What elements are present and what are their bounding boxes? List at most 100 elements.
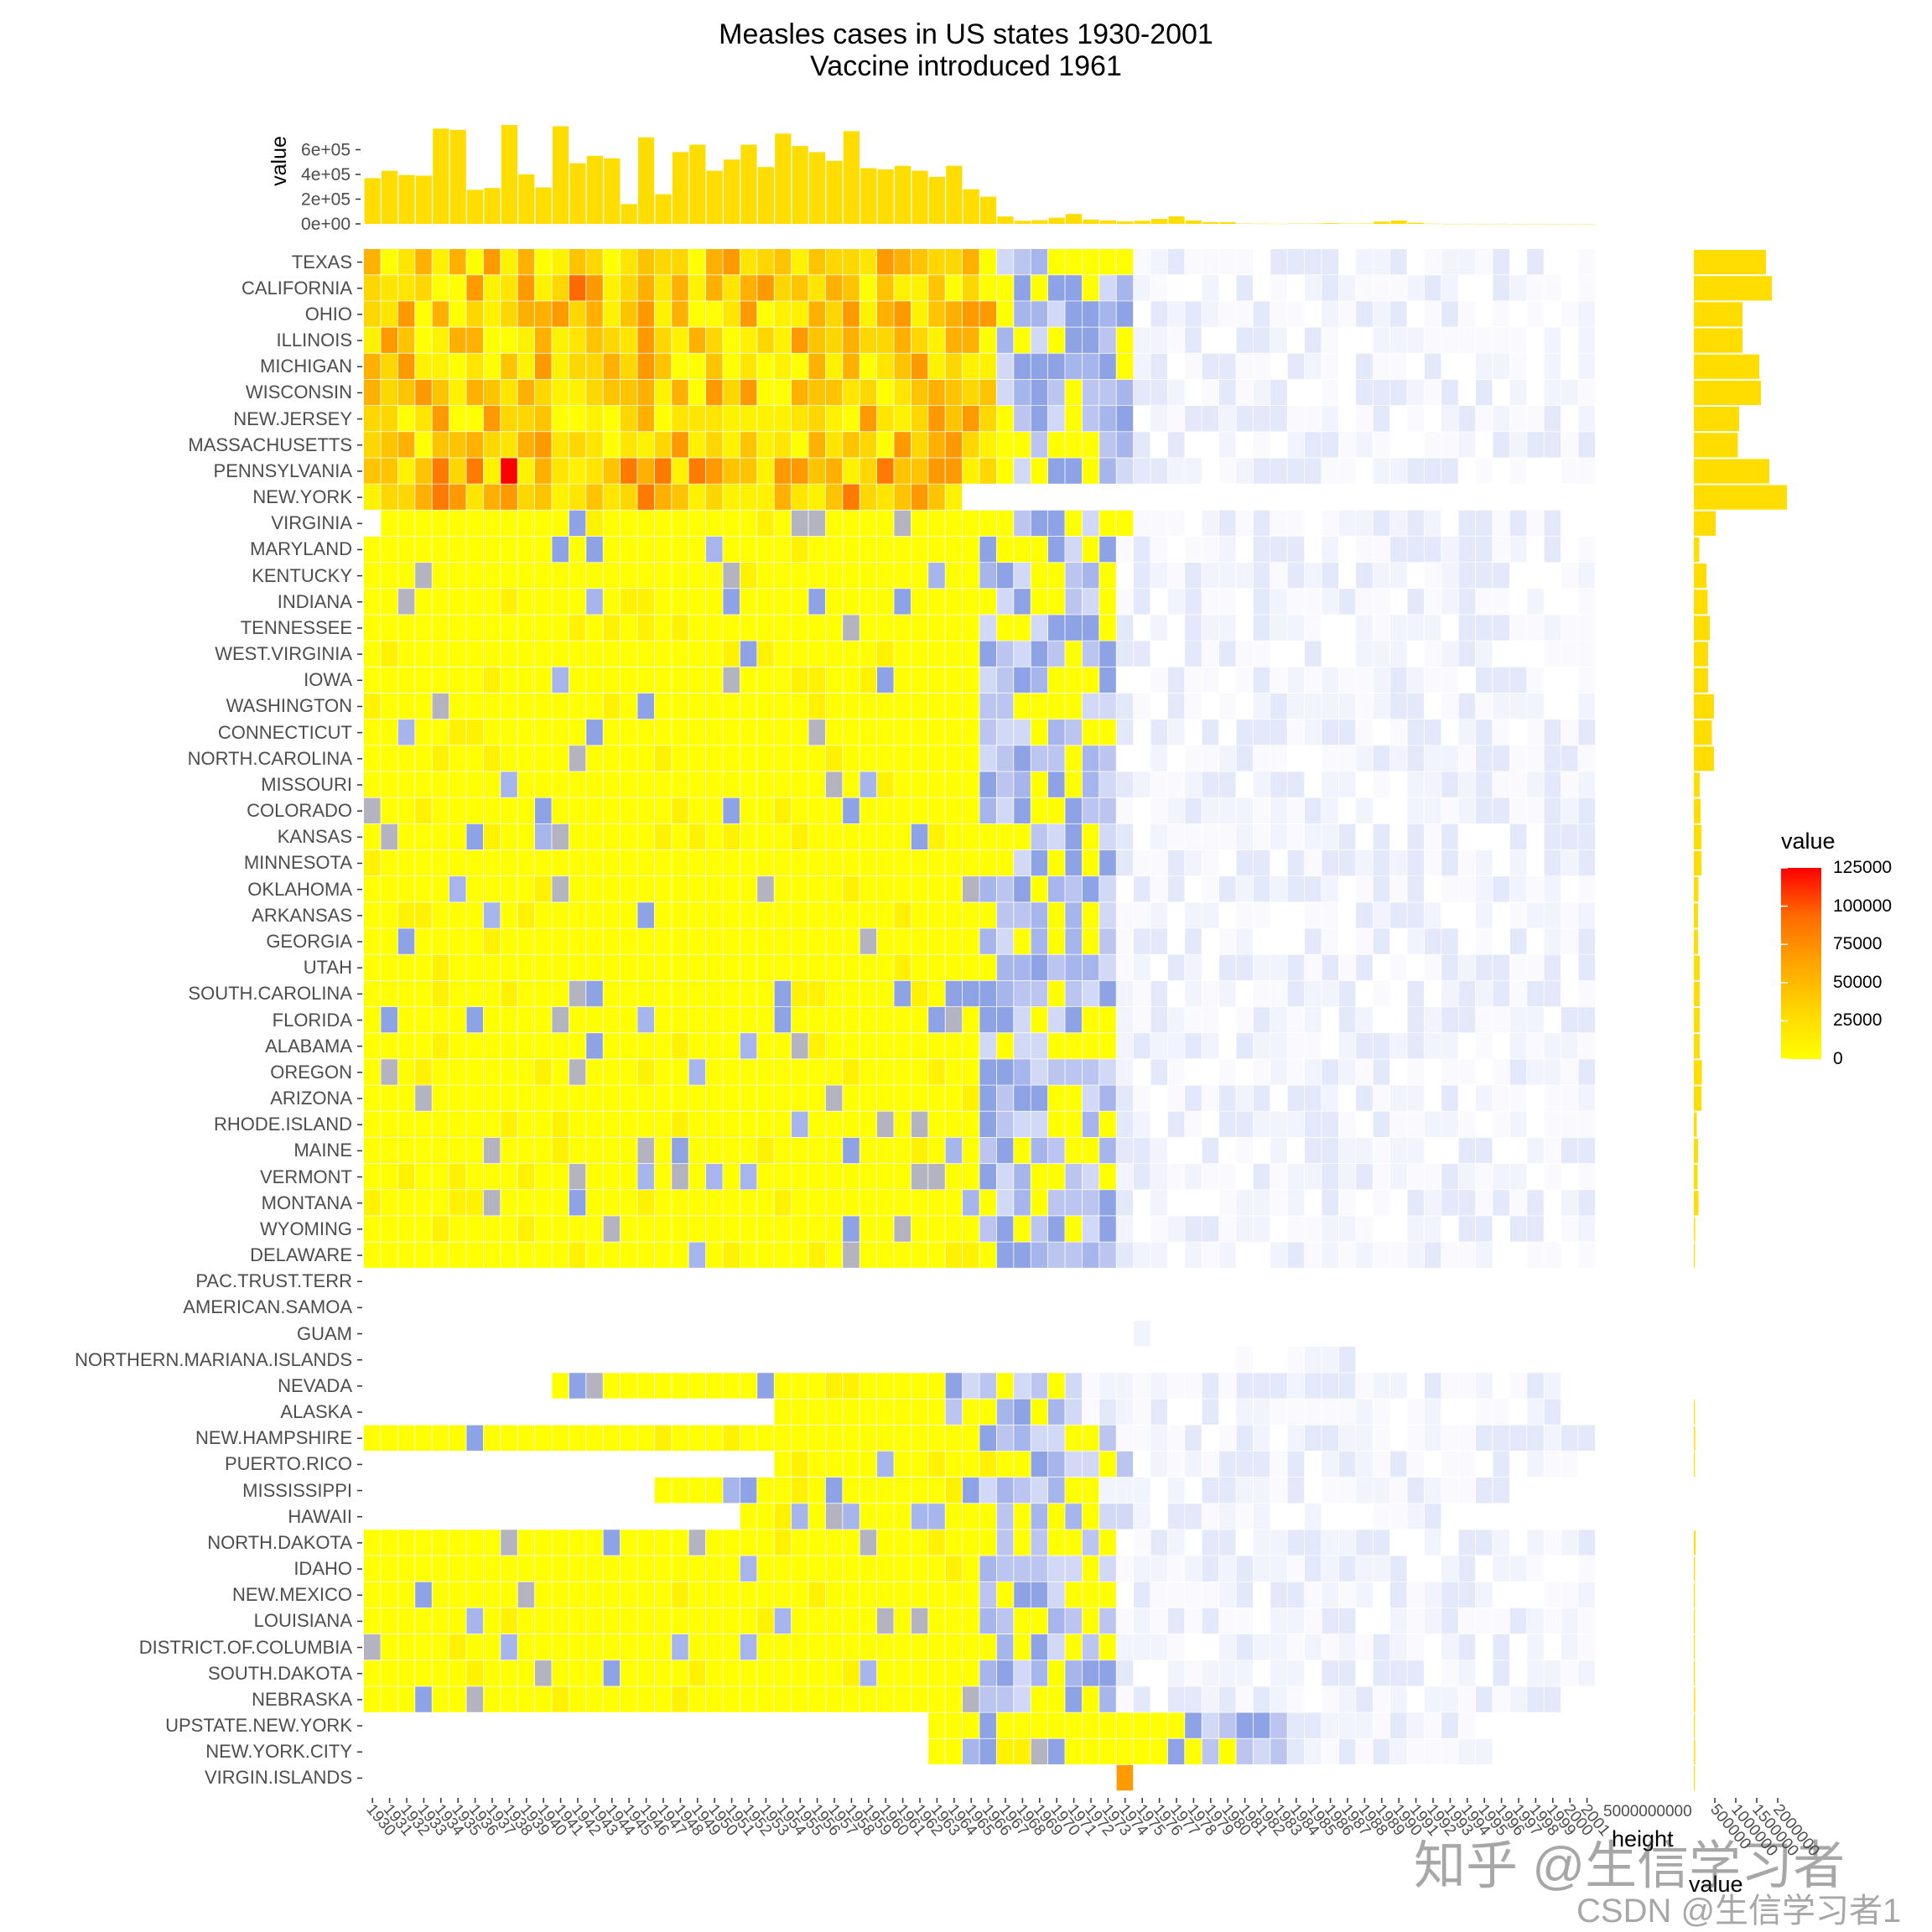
heat-cell — [945, 1555, 963, 1581]
chart-title-line-1: Measles cases in US states 1930-2001 — [719, 18, 1213, 50]
heat-cell — [1390, 249, 1407, 275]
heat-cell — [757, 1111, 774, 1137]
heat-cell — [723, 745, 740, 771]
heat-cell — [621, 1190, 637, 1216]
heat-cell — [963, 1555, 979, 1581]
heat-cell — [569, 876, 586, 902]
heat-cell — [466, 693, 483, 719]
heat-cell — [1338, 745, 1356, 771]
heat-cell — [654, 641, 672, 667]
heat-cell — [432, 432, 449, 458]
heat-cell — [1322, 1634, 1338, 1660]
heat-cell — [1031, 275, 1048, 301]
heat-cell — [979, 379, 996, 406]
heat-cell — [1373, 928, 1390, 954]
heat-cell — [1287, 1634, 1305, 1660]
heat-cell — [1338, 1581, 1356, 1608]
heat-cell — [381, 1530, 397, 1555]
heat-cell — [911, 353, 928, 380]
heat-cell — [1407, 589, 1424, 615]
side-bar-montana — [1694, 1191, 1699, 1216]
heat-cell — [996, 1504, 1014, 1530]
heat-cell — [1305, 432, 1322, 458]
heat-cell — [688, 980, 706, 1007]
heat-cell — [1544, 1085, 1561, 1111]
heat-cell — [1048, 1581, 1065, 1608]
heat-cell — [757, 1425, 774, 1452]
heat-cell — [1014, 745, 1031, 771]
heat-cell — [1116, 1738, 1134, 1765]
heat-cell — [449, 902, 466, 928]
heat-cell — [586, 928, 603, 954]
heat-cell — [1099, 327, 1116, 353]
state-label-virgin-islands: VIRGIN.ISLANDS — [204, 1767, 352, 1789]
heat-cell — [825, 249, 843, 275]
heat-cell — [723, 249, 740, 275]
heat-cell — [723, 1242, 740, 1268]
heat-cell — [1099, 1164, 1116, 1190]
heat-cell — [449, 536, 466, 563]
heat-cell — [774, 1085, 792, 1111]
heat-cell — [1441, 693, 1458, 719]
heat-cell — [552, 1006, 569, 1033]
heat-cell — [1561, 1581, 1578, 1608]
heat-cell — [1424, 928, 1441, 954]
heat-cell — [825, 353, 843, 380]
heat-cell — [688, 432, 706, 458]
heat-cell — [1305, 902, 1322, 928]
heat-cell — [774, 406, 792, 432]
heat-cell — [1458, 876, 1476, 902]
heat-cell — [1407, 1033, 1424, 1059]
heat-cell — [1150, 353, 1167, 380]
heat-cell — [501, 1581, 517, 1608]
heat-cell — [825, 954, 843, 980]
heat-cell — [740, 458, 757, 484]
heat-cell — [483, 1059, 501, 1085]
heat-cell — [654, 1137, 672, 1164]
heat-cell — [928, 1738, 945, 1765]
heat-cell — [364, 980, 381, 1007]
heat-cell — [1305, 719, 1322, 745]
heat-cell — [1270, 1555, 1287, 1581]
heat-cell — [1305, 641, 1322, 667]
heat-cell — [706, 1660, 723, 1686]
heat-cell — [1099, 1504, 1116, 1530]
heat-cell — [1407, 1660, 1424, 1686]
heat-cell — [979, 954, 996, 980]
heat-cell — [552, 510, 569, 537]
heat-cell — [1287, 1555, 1305, 1581]
heat-cell — [1407, 1399, 1424, 1425]
heat-cell — [569, 353, 586, 380]
heat-cell — [1356, 1634, 1373, 1660]
heat-cell — [1099, 849, 1116, 876]
heat-cell — [1373, 902, 1390, 928]
heat-cell — [1116, 275, 1134, 301]
heat-cell — [603, 902, 621, 928]
heat-cell — [1544, 1425, 1561, 1452]
heat-cell — [757, 1085, 774, 1111]
heat-cell — [1134, 458, 1150, 484]
heat-cell — [432, 1686, 449, 1712]
heat-cell — [637, 1634, 654, 1660]
heat-cell — [911, 1530, 928, 1555]
heat-cell — [1338, 1425, 1356, 1452]
heat-cell — [757, 301, 774, 327]
heat-cell — [535, 1607, 552, 1634]
heat-cell — [415, 1190, 432, 1216]
heat-cell — [621, 1373, 637, 1399]
heat-cell — [1322, 1425, 1338, 1452]
heat-cell — [1322, 275, 1338, 301]
side-bar-new-mexico — [1694, 1582, 1696, 1607]
heat-cell — [1048, 301, 1065, 327]
heat-cell — [1458, 1581, 1476, 1608]
heat-cell — [1441, 1478, 1458, 1504]
heat-cell — [979, 1634, 996, 1660]
heat-cell — [637, 1216, 654, 1242]
heat-cell — [792, 563, 808, 589]
heat-cell — [1065, 1111, 1082, 1137]
heat-cell — [792, 275, 808, 301]
heat-cell — [1202, 1006, 1219, 1033]
top-bar-1971 — [1066, 214, 1083, 224]
heat-cell — [825, 1111, 843, 1137]
heat-cell — [501, 458, 517, 484]
